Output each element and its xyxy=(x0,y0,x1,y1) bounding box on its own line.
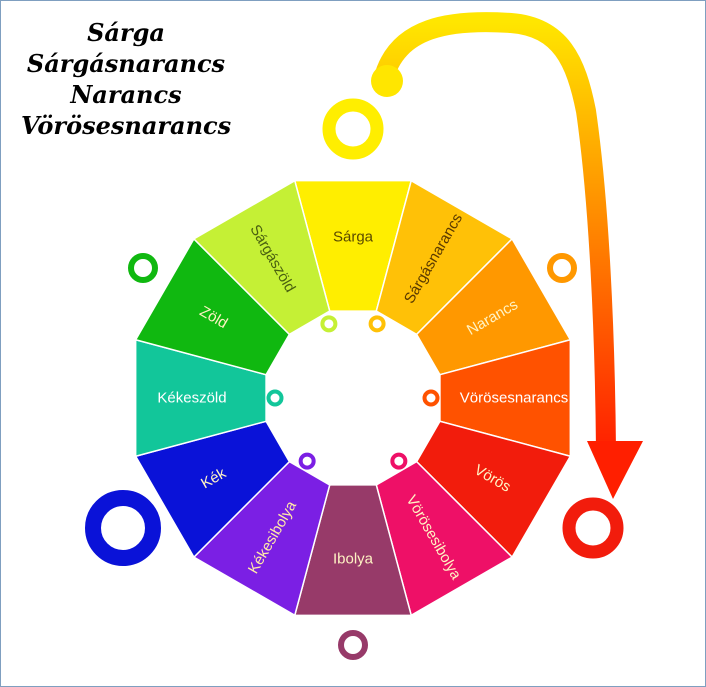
arrow-head xyxy=(587,441,643,499)
inner-ring-kekeszold xyxy=(266,389,284,407)
outer-ring-red xyxy=(562,497,624,559)
inner-ring-vorosesibolya xyxy=(390,452,408,470)
inner-ring-sargaszold xyxy=(320,315,338,333)
segment-sargaszold xyxy=(192,179,331,336)
heading-line-1: Sárga xyxy=(87,18,165,47)
ring-markers xyxy=(85,98,624,660)
mixing-arrow xyxy=(371,12,643,499)
arrow-tail-knob xyxy=(371,65,403,97)
label-ibolya: Ibolya xyxy=(333,551,374,568)
outer-ring-blue xyxy=(85,490,161,566)
outer-ring-yellow xyxy=(322,98,384,160)
heading-line-4: Vörösesnarancs xyxy=(21,111,232,140)
heading-line-3: Narancs xyxy=(70,80,182,109)
inner-ring-vorosesnarancs xyxy=(422,389,440,407)
color-list-heading: Sárga Sárgásnarancs Narancs Vörösesnaran… xyxy=(21,17,231,141)
inner-ring-sargasnarancs xyxy=(368,315,386,333)
outer-ring-purple xyxy=(338,630,368,660)
label-sarga: Sárga xyxy=(333,229,374,246)
label-vorosesnarancs: Vörösesnarancs xyxy=(460,390,568,407)
label-kekeszold: Kékeszöld xyxy=(157,390,226,407)
wheel-segments xyxy=(134,179,572,617)
inner-ring-kekesibolya xyxy=(298,452,316,470)
outer-ring-orange xyxy=(547,253,577,283)
heading-line-2: Sárgásnarancs xyxy=(26,49,226,78)
outer-ring-green xyxy=(128,253,158,283)
arrow-shaft xyxy=(373,12,616,461)
